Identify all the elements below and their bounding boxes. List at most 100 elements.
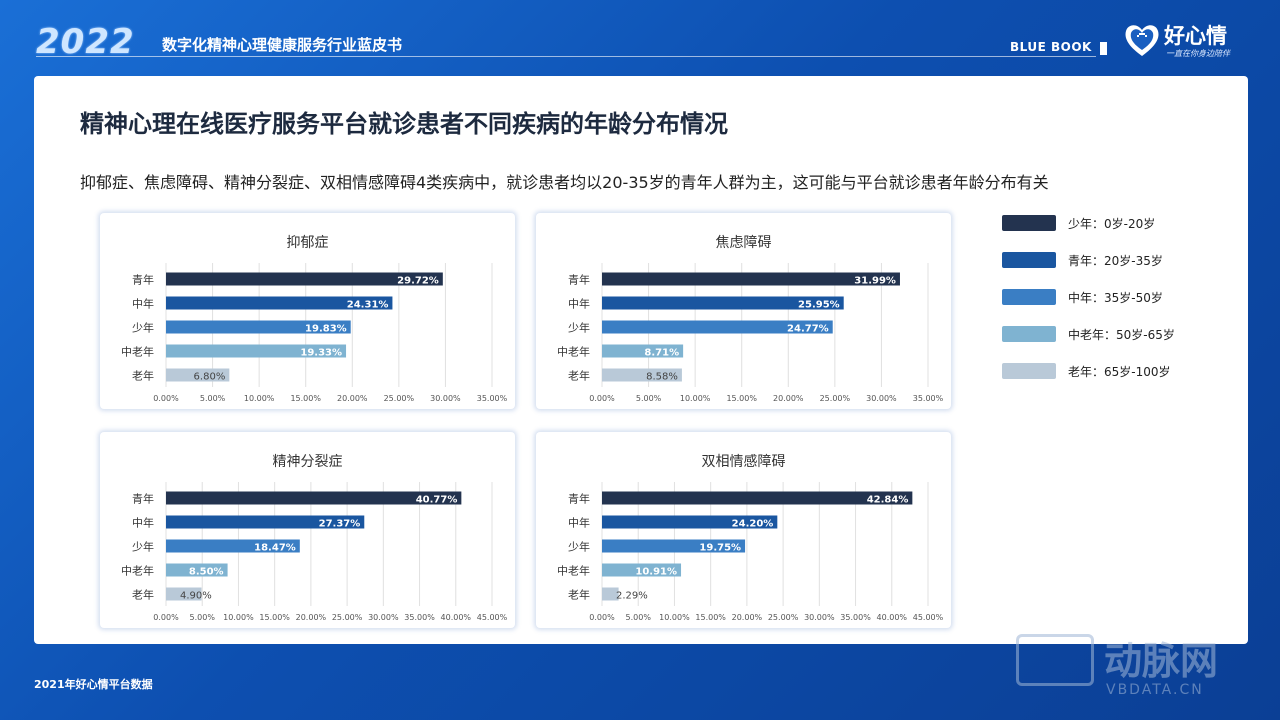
- data-label: 8.71%: [644, 348, 679, 359]
- bar: [166, 491, 462, 505]
- brand-name: 好心情: [1164, 24, 1227, 48]
- x-tick-label: 5.00%: [626, 613, 652, 622]
- legend-item: 中老年：50岁-65岁: [1002, 324, 1222, 361]
- x-tick-label: 5.00%: [636, 394, 662, 403]
- bar: [602, 320, 833, 334]
- x-tick-label: 35.00%: [840, 613, 871, 622]
- data-label: 18.47%: [254, 543, 296, 554]
- x-tick-label: 30.00%: [430, 394, 461, 403]
- page-title: 精神心理在线医疗服务平台就诊患者不同疾病的年龄分布情况: [80, 110, 728, 138]
- data-label: 24.77%: [787, 324, 829, 335]
- legend-item: 青年：20岁-35岁: [1002, 250, 1222, 287]
- chart-card-schizophrenia: 精神分裂症 0.00% 5.00% 10.00% 15.00% 20.00% 25.00% 3…: [100, 432, 515, 628]
- brand-logo: 好心情 一直在你身边陪伴: [1122, 18, 1242, 62]
- legend-label: 少年：0岁-20岁: [1068, 217, 1156, 231]
- x-tick-label: 30.00%: [804, 613, 835, 622]
- bar: [602, 539, 746, 553]
- category-label: 老年: [568, 588, 590, 602]
- content-panel: 精神心理在线医疗服务平台就诊患者不同疾病的年龄分布情况 抑郁症、焦虑障碍、精神分…: [34, 76, 1248, 644]
- bar: [166, 368, 230, 382]
- category-label: 中老年: [557, 564, 590, 578]
- data-source: 2021年好心情平台数据: [34, 678, 153, 691]
- bar: [602, 587, 619, 601]
- x-tick-label: 25.00%: [332, 613, 363, 622]
- legend-label: 中年：35岁-50岁: [1068, 291, 1163, 305]
- category-label: 少年: [568, 540, 590, 554]
- x-tick-label: 35.00%: [913, 394, 944, 403]
- x-tick-label: 35.00%: [477, 394, 508, 403]
- legend-swatch: [1002, 289, 1056, 305]
- data-label: 31.99%: [854, 276, 896, 287]
- watermark-sub: VBDATA.CN: [1106, 682, 1204, 698]
- category-label: 老年: [132, 369, 154, 383]
- category-label: 青年: [132, 273, 154, 287]
- chart-title: 焦虑障碍: [716, 235, 772, 251]
- vbdata-watermark: 动脉网 VBDATA.CN: [1016, 630, 1242, 702]
- category-label: 中年: [132, 297, 154, 311]
- bar: [166, 272, 443, 286]
- bar: [602, 272, 900, 286]
- data-label: 8.50%: [189, 567, 224, 578]
- bar: [602, 563, 682, 577]
- bar: [166, 587, 202, 601]
- x-tick-label: 15.00%: [726, 394, 757, 403]
- bar: [602, 515, 778, 529]
- chart-title: 抑郁症: [287, 235, 329, 251]
- legend-swatch: [1002, 363, 1056, 379]
- category-label: 中老年: [121, 564, 154, 578]
- bar: [166, 320, 351, 334]
- data-label: 4.90%: [180, 591, 212, 602]
- data-label: 25.95%: [798, 300, 840, 311]
- category-label: 老年: [132, 588, 154, 602]
- heart-logo-icon: [1125, 25, 1159, 56]
- data-label: 6.80%: [194, 372, 226, 383]
- x-tick-label: 0.00%: [153, 394, 179, 403]
- x-tick-label: 45.00%: [477, 613, 508, 622]
- x-tick-label: 10.00%: [223, 613, 254, 622]
- bar: [166, 296, 393, 310]
- legend-item: 老年：65岁-100岁: [1002, 361, 1222, 398]
- data-label: 42.84%: [867, 495, 909, 506]
- x-tick-label: 10.00%: [244, 394, 275, 403]
- legend: 少年：0岁-20岁 青年：20岁-35岁 中年：35岁-50岁 中老年：50岁-…: [1002, 213, 1222, 398]
- category-label: 少年: [132, 540, 154, 554]
- category-label: 中老年: [557, 345, 590, 359]
- x-tick-label: 30.00%: [866, 394, 897, 403]
- watermark-text: 动脉网: [1104, 639, 1219, 683]
- data-label: 40.77%: [416, 495, 458, 506]
- x-tick-label: 20.00%: [337, 394, 368, 403]
- x-tick-label: 40.00%: [441, 613, 472, 622]
- x-tick-label: 30.00%: [368, 613, 399, 622]
- x-tick-label: 20.00%: [732, 613, 763, 622]
- category-label: 中年: [132, 516, 154, 530]
- data-label: 10.91%: [635, 567, 677, 578]
- chart-bipolar: 双相情感障碍 0.00% 5.00% 10.00% 15.00% 20.00% 25.00%…: [557, 453, 944, 622]
- header: 2022 数字化精神心理健康服务行业蓝皮书 BLUE BOOK 好心情 一直在你…: [0, 0, 1280, 70]
- x-tick-label: 35.00%: [404, 613, 435, 622]
- bar: [602, 296, 844, 310]
- data-label: 19.75%: [699, 543, 741, 554]
- bluebook-label: BLUE BOOK: [1010, 40, 1092, 54]
- x-tick-label: 15.00%: [290, 394, 321, 403]
- x-tick-label: 15.00%: [259, 613, 290, 622]
- bluebook-marker: [1100, 42, 1107, 55]
- legend-label: 青年：20岁-35岁: [1068, 254, 1163, 268]
- category-label: 中年: [568, 297, 590, 311]
- bar: [166, 563, 228, 577]
- data-label: 19.83%: [305, 324, 347, 335]
- data-label: 29.72%: [397, 276, 439, 287]
- x-tick-label: 25.00%: [768, 613, 799, 622]
- x-tick-label: 25.00%: [820, 394, 851, 403]
- bar: [602, 344, 684, 358]
- year-label: 2022: [36, 22, 135, 62]
- report-title: 数字化精神心理健康服务行业蓝皮书: [162, 36, 403, 54]
- page-subtitle: 抑郁症、焦虑障碍、精神分裂症、双相情感障碍4类疾病中，就诊患者均以20-35岁的…: [80, 173, 1049, 192]
- bar: [602, 368, 682, 382]
- bar: [166, 344, 347, 358]
- data-label: 2.29%: [616, 591, 648, 602]
- x-tick-label: 0.00%: [153, 613, 179, 622]
- x-tick-label: 10.00%: [680, 394, 711, 403]
- x-tick-label: 0.00%: [589, 613, 615, 622]
- chart-anxiety: 焦虑障碍 0.00% 5.00% 10.00% 15.00% 20.00% 25.00% 30…: [557, 235, 944, 403]
- chart-depression: 抑郁症 0.00% 5.00% 10.00% 15.00% 20.00% 25.00% 30.…: [121, 235, 508, 403]
